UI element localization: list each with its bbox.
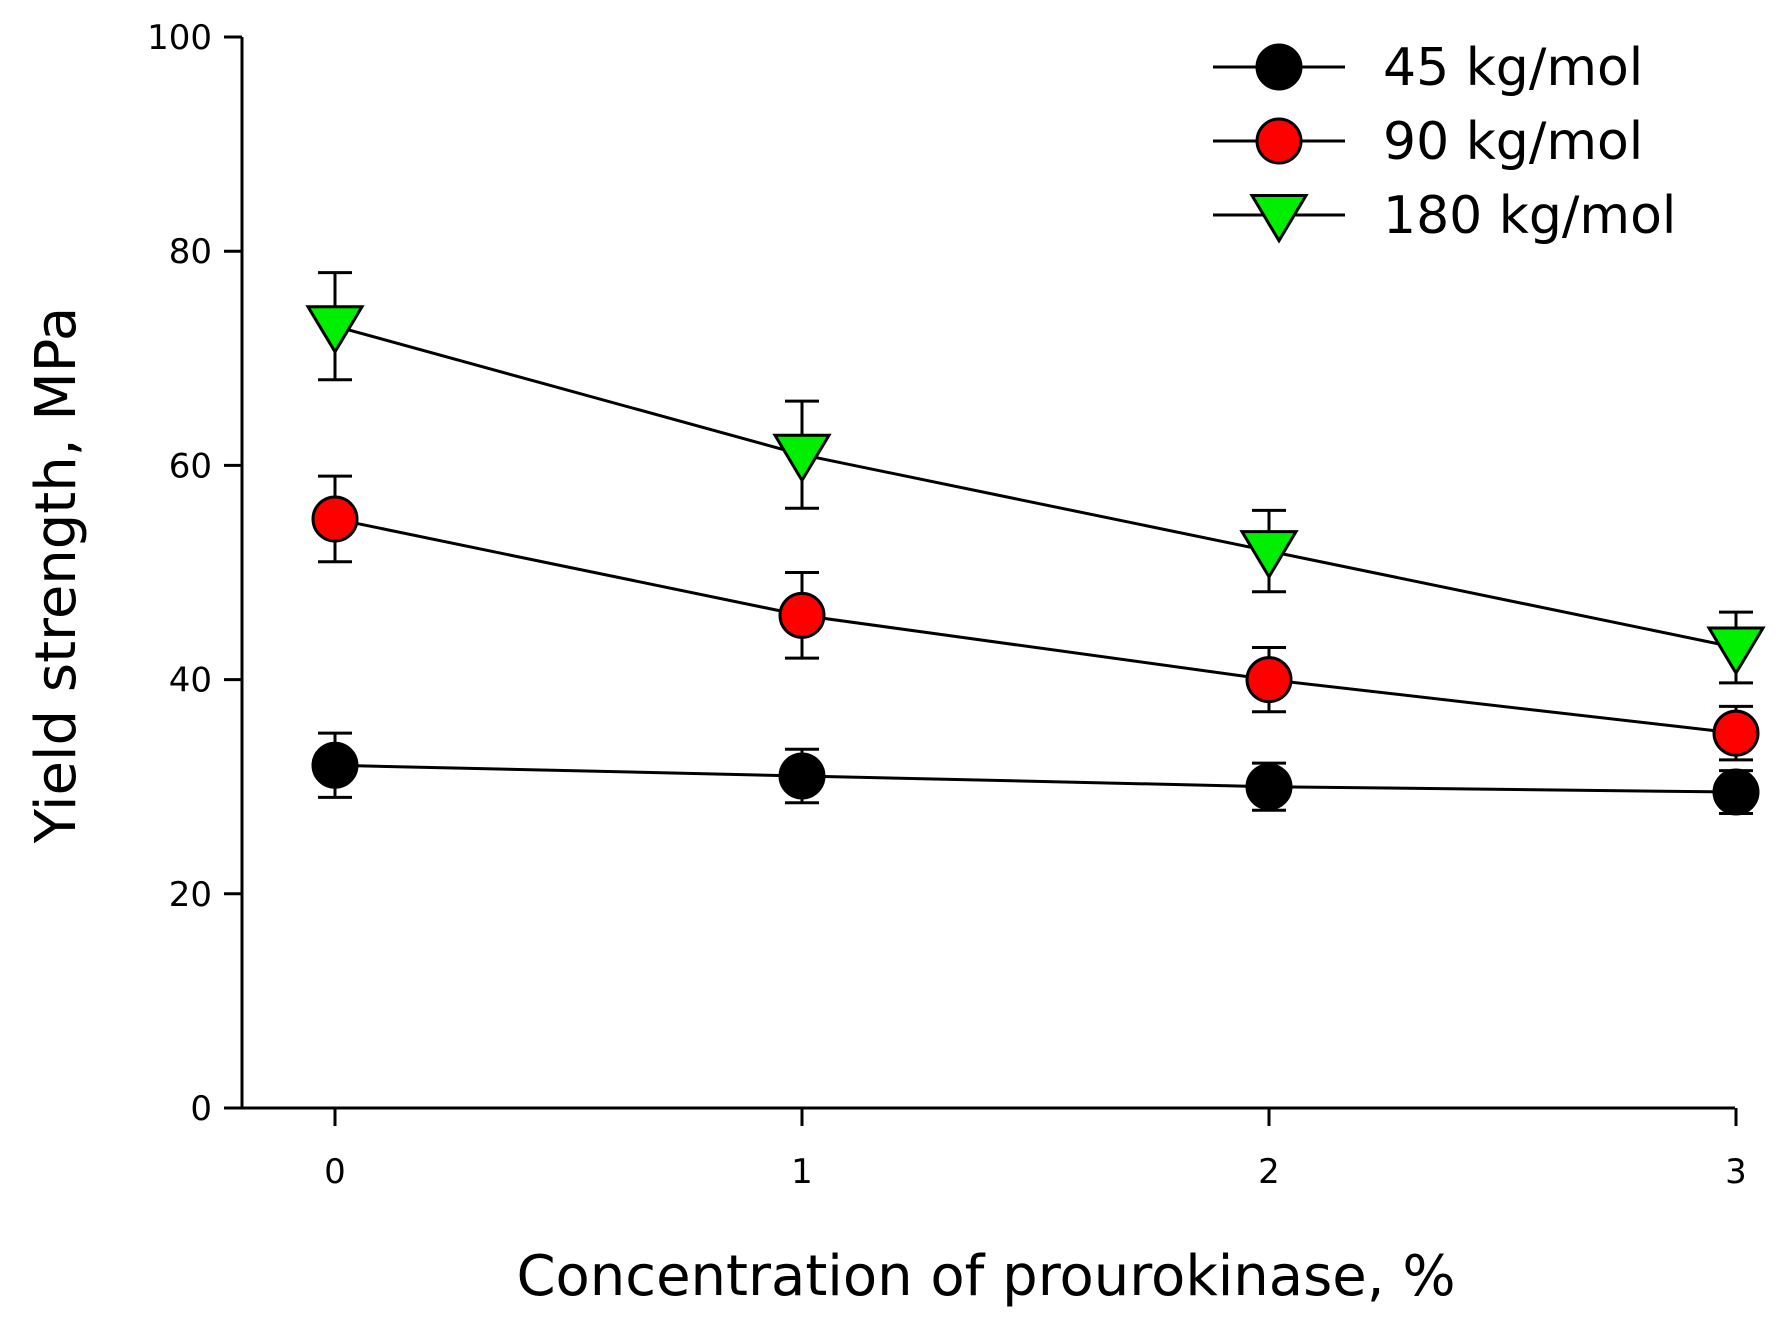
axes: 0 20 40 60 80 100 0 1 2 3 — [147, 18, 1747, 1192]
series-line — [334, 324, 1737, 649]
y-tick-label: 40 — [169, 661, 212, 701]
data-point — [1245, 763, 1293, 811]
y-tick-label: 0 — [190, 1089, 212, 1129]
legend-label: 45 kg/mol — [1383, 38, 1643, 98]
x-tick-label: 3 — [1725, 1152, 1747, 1192]
y-tick-label: 20 — [169, 875, 212, 915]
y-axis-title: Yield strength, MPa — [24, 307, 89, 844]
data-point — [1245, 656, 1293, 704]
data-point — [772, 433, 832, 484]
legend-marker — [1249, 194, 1309, 244]
data-point — [778, 591, 826, 639]
data-point — [1239, 530, 1299, 580]
data-point — [1706, 626, 1766, 677]
data-point — [311, 495, 359, 543]
series-0 — [311, 731, 1760, 816]
y-tick-label: 60 — [169, 446, 212, 486]
legend-marker — [1255, 43, 1303, 91]
x-tick-label: 1 — [791, 1152, 813, 1192]
legend: 45 kg/mol 90 kg/mol 180 kg/mol — [1213, 38, 1676, 246]
data-point — [305, 305, 365, 355]
x-tick-label: 0 — [324, 1152, 346, 1192]
legend-label: 90 kg/mol — [1383, 112, 1643, 172]
data-point — [311, 741, 359, 789]
series-1 — [311, 474, 1760, 762]
legend-item-2: 180 kg/mol — [1213, 186, 1676, 246]
series-line — [334, 517, 1737, 735]
series-layer — [305, 271, 1766, 816]
legend-item-1: 90 kg/mol — [1213, 112, 1643, 172]
y-tick-label: 100 — [147, 18, 212, 58]
legend-label: 180 kg/mol — [1383, 186, 1676, 246]
series-line — [334, 763, 1737, 794]
y-tick-label: 80 — [169, 232, 212, 272]
data-point — [1712, 709, 1760, 757]
series-2 — [305, 271, 1766, 685]
legend-item-0: 45 kg/mol — [1213, 38, 1643, 98]
x-axis-title: Concentration of prourokinase, % — [516, 1244, 1455, 1309]
data-point — [1712, 768, 1760, 816]
x-tick-label: 2 — [1258, 1152, 1280, 1192]
data-point — [778, 752, 826, 800]
legend-marker — [1255, 117, 1303, 165]
